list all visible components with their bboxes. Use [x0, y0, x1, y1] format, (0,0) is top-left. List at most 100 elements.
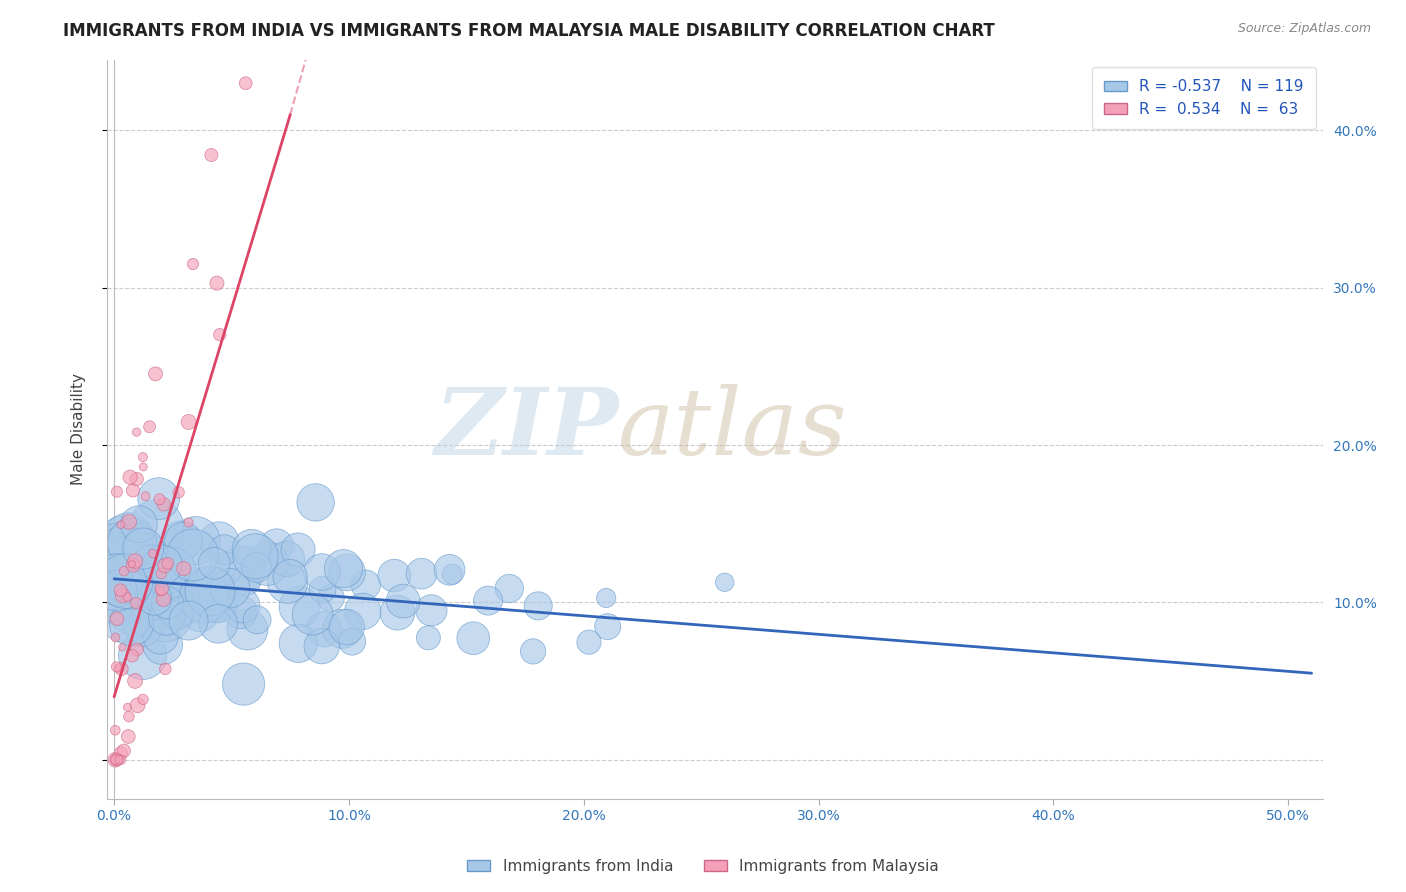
Point	[121, 648, 143, 663]
Point	[319, 591, 342, 605]
Point	[127, 587, 149, 601]
Point	[125, 596, 148, 610]
Point	[104, 753, 127, 767]
Point	[134, 549, 156, 564]
Point	[208, 535, 231, 549]
Point	[110, 753, 132, 767]
Point	[125, 425, 148, 439]
Point	[105, 659, 128, 673]
Point	[301, 607, 323, 622]
Point	[152, 576, 174, 591]
Point	[578, 635, 600, 649]
Point	[159, 566, 181, 580]
Point	[304, 495, 326, 509]
Point	[104, 753, 127, 767]
Point	[105, 591, 128, 605]
Point	[150, 582, 173, 596]
Point	[104, 631, 127, 645]
Point	[149, 630, 172, 644]
Point	[498, 582, 520, 596]
Point	[205, 276, 228, 290]
Point	[256, 557, 278, 571]
Point	[411, 566, 433, 581]
Point	[110, 583, 132, 598]
Point	[246, 560, 269, 574]
Point	[166, 607, 188, 621]
Point	[120, 582, 142, 597]
Point	[287, 543, 309, 558]
Point	[139, 554, 162, 568]
Point	[111, 662, 134, 676]
Point	[124, 612, 146, 626]
Point	[200, 148, 222, 162]
Point	[219, 581, 242, 595]
Point	[311, 582, 333, 597]
Y-axis label: Male Disability: Male Disability	[72, 374, 86, 485]
Point	[132, 450, 155, 464]
Point	[155, 610, 177, 624]
Point	[207, 616, 229, 631]
Point	[165, 588, 187, 602]
Point	[104, 753, 127, 767]
Point	[128, 517, 150, 532]
Point	[121, 608, 143, 623]
Point	[278, 570, 301, 584]
Point	[112, 550, 135, 565]
Point	[111, 533, 134, 547]
Point	[121, 616, 143, 631]
Point	[441, 567, 464, 582]
Point	[121, 536, 143, 550]
Point	[207, 596, 229, 610]
Point	[125, 472, 148, 486]
Point	[125, 642, 148, 657]
Point	[148, 491, 170, 506]
Point	[596, 619, 619, 633]
Point	[159, 575, 181, 590]
Point	[150, 558, 173, 572]
Point	[155, 613, 177, 627]
Point	[122, 558, 145, 573]
Point	[246, 613, 269, 627]
Point	[110, 591, 132, 606]
Point	[288, 599, 311, 614]
Point	[117, 530, 139, 544]
Point	[145, 367, 167, 381]
Point	[121, 558, 143, 572]
Point	[202, 557, 225, 571]
Point	[107, 581, 129, 595]
Point	[105, 753, 128, 767]
Point	[188, 605, 211, 619]
Point	[311, 639, 333, 653]
Point	[145, 520, 167, 534]
Text: ZIP: ZIP	[433, 384, 617, 475]
Point	[336, 566, 359, 580]
Point	[117, 730, 139, 744]
Point	[122, 483, 145, 498]
Point	[155, 607, 177, 622]
Point	[112, 564, 135, 578]
Text: IMMIGRANTS FROM INDIA VS IMMIGRANTS FROM MALAYSIA MALE DISABILITY CORRELATION CH: IMMIGRANTS FROM INDIA VS IMMIGRANTS FROM…	[63, 22, 995, 40]
Point	[522, 644, 544, 658]
Point	[127, 591, 149, 605]
Point	[135, 489, 157, 503]
Point	[181, 548, 204, 562]
Point	[104, 723, 127, 738]
Point	[132, 541, 155, 556]
Point	[127, 698, 149, 713]
Point	[167, 596, 190, 610]
Point	[124, 554, 146, 568]
Point	[114, 556, 136, 570]
Point	[112, 544, 135, 558]
Point	[177, 614, 200, 628]
Point	[208, 327, 231, 342]
Point	[177, 516, 200, 530]
Point	[205, 592, 228, 607]
Text: Source: ZipAtlas.com: Source: ZipAtlas.com	[1237, 22, 1371, 36]
Point	[463, 632, 485, 646]
Point	[105, 484, 128, 499]
Point	[193, 591, 215, 605]
Point	[276, 551, 298, 566]
Point	[124, 673, 146, 688]
Point	[420, 603, 443, 617]
Point	[132, 692, 155, 706]
